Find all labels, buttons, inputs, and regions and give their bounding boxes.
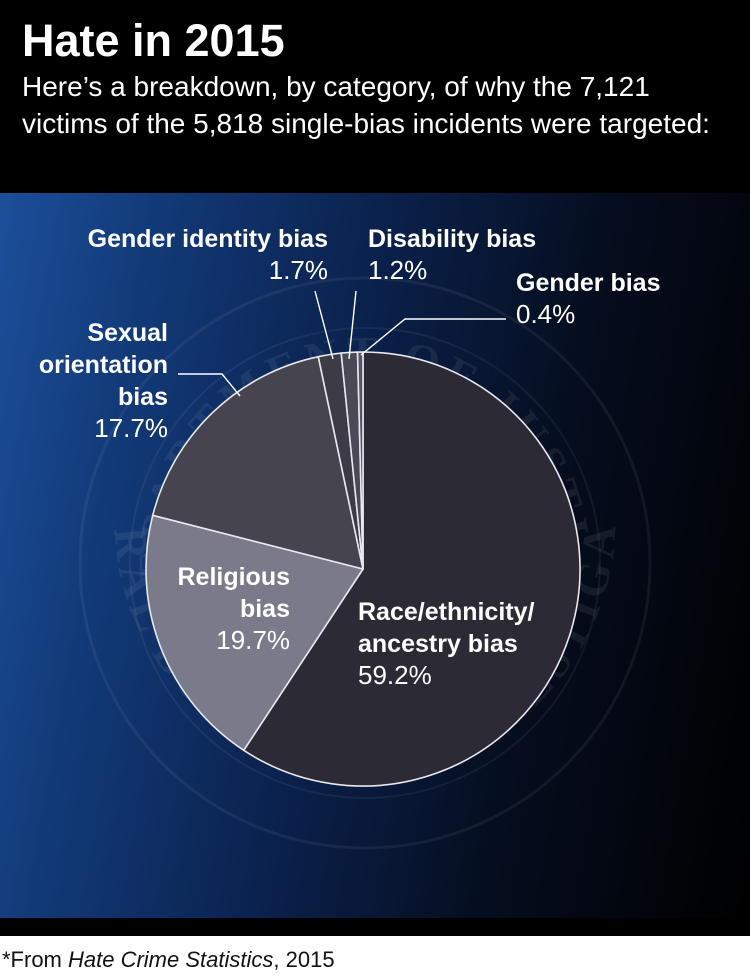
- slice-value-sexual-orientation: 17.7%: [94, 413, 168, 443]
- pie-slices: [145, 351, 581, 787]
- slice-label-line: ancestry bias: [358, 630, 518, 658]
- slice-label-religious: Religious bias 19.7%: [177, 563, 290, 655]
- slice-label-gender-identity: Gender identity bias 1.7%: [88, 225, 328, 285]
- slice-label-line: Religious: [177, 563, 290, 591]
- slice-label-line: Sexual: [87, 319, 168, 347]
- slice-value-gender: 0.4%: [516, 299, 575, 329]
- slice-value-religious: 19.7%: [216, 625, 290, 655]
- source-prefix: *From: [2, 947, 68, 972]
- slice-label-line: Race/ethnicity/: [358, 598, 535, 626]
- pie-slice-religious: [145, 514, 364, 752]
- leader-line-disability: [348, 290, 357, 360]
- pie-chart: DEPARTMENT OF JUSTICE FEDERAL BUREAU OF …: [0, 193, 661, 850]
- chart-title: Hate in 2015: [22, 15, 285, 66]
- leader-line-gender-identity: [314, 290, 334, 360]
- footer-bar: [0, 918, 750, 936]
- slice-label-line: Gender bias: [516, 269, 661, 297]
- slice-value-disability: 1.2%: [368, 255, 427, 285]
- pie-slice-race: [242, 351, 581, 787]
- source-suffix: , 2015: [273, 947, 335, 972]
- slice-label-line: Disability bias: [368, 225, 536, 253]
- slice-label-line: bias: [240, 595, 290, 623]
- slice-value-gender-identity: 1.7%: [269, 255, 328, 285]
- slice-label-sexual-orientation: Sexual orientation bias 17.7%: [39, 319, 168, 443]
- slice-value-race: 59.2%: [358, 660, 432, 690]
- slice-label-race: Race/ethnicity/ancestry bias 59.2%: [358, 598, 535, 690]
- slice-labels: Race/ethnicity/ancestry bias 59.2% Religio…: [39, 225, 661, 690]
- slice-label-line: Gender identity bias: [88, 225, 328, 253]
- slice-label-line: orientation: [39, 351, 168, 379]
- leader-line-gender: [360, 318, 506, 356]
- source-publication: Hate Crime Statistics: [68, 947, 274, 972]
- header: Hate in 2015 Here’s a breakdown, by cate…: [0, 0, 750, 193]
- source-note: *From Hate Crime Statistics, 2015: [2, 946, 335, 974]
- slice-label-line: bias: [118, 383, 168, 411]
- slice-label-disability: Disability bias 1.2%: [368, 225, 536, 285]
- pie-slice-gender: [356, 351, 364, 570]
- chart-panel: DEPARTMENT OF JUSTICE FEDERAL BUREAU OF …: [0, 193, 750, 918]
- leader-line-sexual-orientation: [178, 373, 241, 397]
- leader-lines: [178, 290, 506, 397]
- pie-slice-sexual-orientation: [151, 355, 364, 570]
- chart-subtitle: Here’s a breakdown, by category, of why …: [22, 71, 710, 139]
- slice-label-gender: Gender bias 0.4%: [516, 269, 661, 329]
